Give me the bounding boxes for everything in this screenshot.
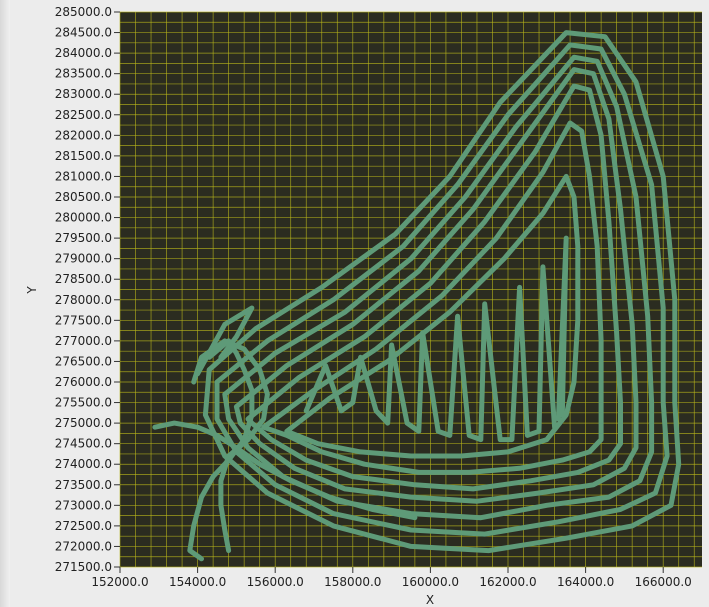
series-line-1 xyxy=(202,30,682,554)
y-tick-label: 283500.0 xyxy=(55,67,112,81)
y-axis-title: Y xyxy=(25,286,39,295)
series-line-4 xyxy=(233,67,639,504)
series-line-13 xyxy=(555,235,569,422)
series-line-9 xyxy=(191,338,270,554)
y-tick-label: 279500.0 xyxy=(55,231,112,245)
y-tick-label: 285000.0 xyxy=(55,5,112,19)
y-tick-label: 281500.0 xyxy=(55,149,112,163)
y-tick-label: 275000.0 xyxy=(55,416,112,430)
series-line-10 xyxy=(152,420,418,521)
y-tick-label: 278000.0 xyxy=(55,293,112,307)
y-tick-label: 282000.0 xyxy=(55,128,112,142)
y-tick-label: 272000.0 xyxy=(55,539,112,553)
y-tick-label: 277500.0 xyxy=(55,313,112,327)
data-series xyxy=(152,30,682,562)
window-edge xyxy=(0,0,10,607)
series-line-2 xyxy=(214,42,670,537)
y-tick-label: 274000.0 xyxy=(55,457,112,471)
x-tick-label: 154000.0 xyxy=(169,575,226,589)
y-tick-label: 275500.0 xyxy=(55,396,112,410)
y-tick-label: 280500.0 xyxy=(55,190,112,204)
series-line-5 xyxy=(245,83,623,492)
y-tick-label: 284000.0 xyxy=(55,46,112,60)
series-line-7 xyxy=(284,173,581,459)
series-line-6 xyxy=(261,120,604,475)
y-tick-label: 280000.0 xyxy=(55,211,112,225)
y-tick-label: 283000.0 xyxy=(55,87,112,101)
x-tick-label: 156000.0 xyxy=(247,575,304,589)
y-tick-label: 278500.0 xyxy=(55,272,112,286)
y-tick-label: 272500.0 xyxy=(55,519,112,533)
y-axis: 271500.0 272000.0 272500.0 273000.0 273500.0… xyxy=(55,5,120,574)
y-tick-label: 274500.0 xyxy=(55,437,112,451)
series-line-11 xyxy=(303,264,558,443)
x-tick-label: 164000.0 xyxy=(557,575,614,589)
y-tick-label: 281000.0 xyxy=(55,169,112,183)
x-tick-label: 160000.0 xyxy=(402,575,459,589)
series-line-12 xyxy=(195,305,255,377)
y-tick-label: 277000.0 xyxy=(55,334,112,348)
x-tick-label: 152000.0 xyxy=(91,575,148,589)
x-axis-title: X xyxy=(426,593,434,607)
y-tick-label: 271500.0 xyxy=(55,560,112,574)
y-tick-label: 273500.0 xyxy=(55,478,112,492)
x-tick-label: 158000.0 xyxy=(324,575,381,589)
y-tick-label: 279000.0 xyxy=(55,252,112,266)
y-tick-label: 282500.0 xyxy=(55,108,112,122)
y-tick-label: 273000.0 xyxy=(55,498,112,512)
x-tick-label: 166000.0 xyxy=(635,575,692,589)
y-tick-label: 276000.0 xyxy=(55,375,112,389)
x-axis: 152000.0 154000.0 156000.0 158000.0 160000.0… xyxy=(91,567,692,589)
y-tick-label: 276500.0 xyxy=(55,354,112,368)
x-tick-label: 162000.0 xyxy=(479,575,536,589)
y-tick-label: 284500.0 xyxy=(55,26,112,40)
